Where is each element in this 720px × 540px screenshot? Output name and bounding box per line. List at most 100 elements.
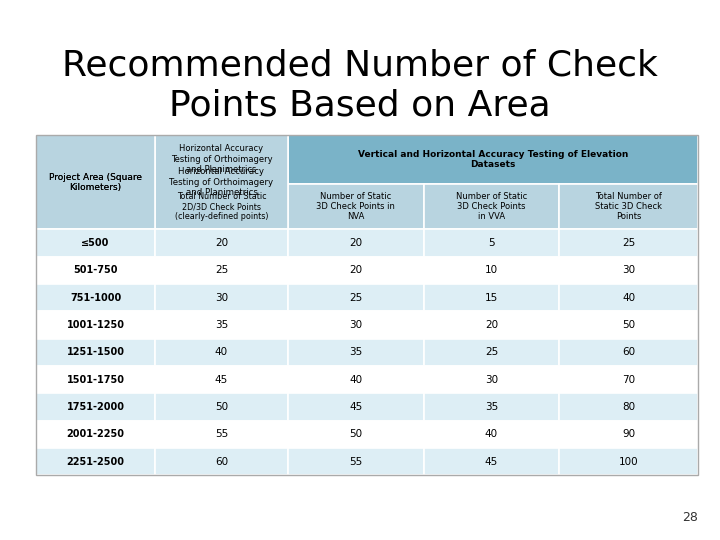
Bar — [559, 230, 698, 257]
Text: Number of Static
3D Check Points
in VVA: Number of Static 3D Check Points in VVA — [456, 192, 527, 221]
Bar — [36, 312, 156, 339]
Text: 35: 35 — [349, 347, 362, 357]
Text: 40: 40 — [215, 347, 228, 357]
Text: 25: 25 — [485, 347, 498, 357]
Text: 40: 40 — [349, 375, 362, 384]
Text: 45: 45 — [349, 402, 362, 412]
Bar — [288, 421, 423, 448]
Bar — [559, 339, 698, 366]
Text: 50: 50 — [622, 320, 636, 330]
Bar — [36, 135, 156, 230]
Bar — [156, 421, 288, 448]
Text: 751-1000: 751-1000 — [70, 293, 121, 303]
Text: 2251-2500: 2251-2500 — [67, 456, 125, 467]
Text: 100: 100 — [619, 456, 639, 467]
Bar — [423, 284, 559, 312]
Bar — [288, 184, 423, 230]
Text: 90: 90 — [622, 429, 636, 439]
Text: 80: 80 — [622, 402, 636, 412]
Text: 50: 50 — [349, 429, 362, 439]
Bar — [559, 284, 698, 312]
Bar — [36, 448, 156, 475]
Bar — [156, 448, 288, 475]
Text: 25: 25 — [215, 266, 228, 275]
Bar — [36, 366, 156, 393]
Text: 20: 20 — [485, 320, 498, 330]
Text: Recommended Number of Check
Points Based on Area: Recommended Number of Check Points Based… — [62, 49, 658, 122]
Bar — [156, 284, 288, 312]
Text: 2001-2250: 2001-2250 — [67, 429, 125, 439]
Bar — [423, 312, 559, 339]
Bar — [36, 230, 156, 257]
Text: 55: 55 — [349, 456, 362, 467]
Bar — [559, 393, 698, 421]
Bar — [288, 257, 423, 284]
Text: 1501-1750: 1501-1750 — [67, 375, 125, 384]
Bar — [36, 257, 156, 284]
Bar — [156, 339, 288, 366]
Bar — [156, 393, 288, 421]
Text: Horizontal Accuracy
Testing of Orthoimagery
and Planimetrics: Horizontal Accuracy Testing of Orthoimag… — [169, 167, 274, 197]
Text: 10: 10 — [485, 266, 498, 275]
Text: 1251-1500: 1251-1500 — [67, 347, 125, 357]
Text: 25: 25 — [349, 293, 362, 303]
Text: 30: 30 — [349, 320, 362, 330]
Bar — [156, 312, 288, 339]
Bar — [288, 366, 423, 393]
Bar — [559, 448, 698, 475]
Text: 40: 40 — [622, 293, 636, 303]
Bar — [559, 257, 698, 284]
Bar — [36, 339, 156, 366]
Bar — [423, 448, 559, 475]
Text: 40: 40 — [485, 429, 498, 439]
Text: Number of Static
3D Check Points in
NVA: Number of Static 3D Check Points in NVA — [316, 192, 395, 221]
Bar — [288, 393, 423, 421]
Bar — [156, 135, 288, 230]
Bar — [36, 393, 156, 421]
Text: Project Area (Square
Kilometers): Project Area (Square Kilometers) — [49, 173, 142, 192]
Text: 501-750: 501-750 — [73, 266, 118, 275]
Bar — [559, 421, 698, 448]
Text: 30: 30 — [622, 266, 636, 275]
Text: 20: 20 — [215, 238, 228, 248]
Bar — [559, 184, 698, 230]
Bar — [423, 393, 559, 421]
Bar — [156, 366, 288, 393]
Text: 30: 30 — [215, 293, 228, 303]
Text: 20: 20 — [349, 266, 362, 275]
Bar — [559, 312, 698, 339]
Bar — [36, 135, 698, 475]
Text: Horizontal Accuracy
Testing of Orthoimagery
and Planimetrics: Horizontal Accuracy Testing of Orthoimag… — [171, 144, 272, 174]
Text: 5: 5 — [488, 238, 495, 248]
Bar — [288, 312, 423, 339]
Text: 15: 15 — [485, 293, 498, 303]
Text: 60: 60 — [622, 347, 636, 357]
Bar — [423, 366, 559, 393]
Text: Total Number of Static
2D/3D Check Points
(clearly-defined points): Total Number of Static 2D/3D Check Point… — [175, 192, 269, 221]
Bar — [559, 366, 698, 393]
Bar — [423, 184, 559, 230]
Bar — [423, 230, 559, 257]
Text: Vertical and Horizontal Accuracy Testing of Elevation
Datasets: Vertical and Horizontal Accuracy Testing… — [358, 150, 629, 169]
Bar — [423, 257, 559, 284]
Text: 1001-1250: 1001-1250 — [67, 320, 125, 330]
Bar — [156, 135, 288, 230]
Text: 45: 45 — [485, 456, 498, 467]
Text: 50: 50 — [215, 402, 228, 412]
Bar — [36, 135, 156, 230]
Text: Total Number of
Static 3D Check
Points: Total Number of Static 3D Check Points — [595, 192, 662, 221]
Text: 28: 28 — [683, 511, 698, 524]
Text: 60: 60 — [215, 456, 228, 467]
Text: 35: 35 — [215, 320, 228, 330]
Text: 1751-2000: 1751-2000 — [67, 402, 125, 412]
Bar — [288, 284, 423, 312]
Text: 25: 25 — [622, 238, 636, 248]
Bar — [288, 135, 698, 184]
Text: 45: 45 — [215, 375, 228, 384]
Bar — [156, 257, 288, 284]
Bar — [423, 421, 559, 448]
Bar — [36, 421, 156, 448]
Bar — [288, 339, 423, 366]
Text: 35: 35 — [485, 402, 498, 412]
Text: 70: 70 — [622, 375, 636, 384]
